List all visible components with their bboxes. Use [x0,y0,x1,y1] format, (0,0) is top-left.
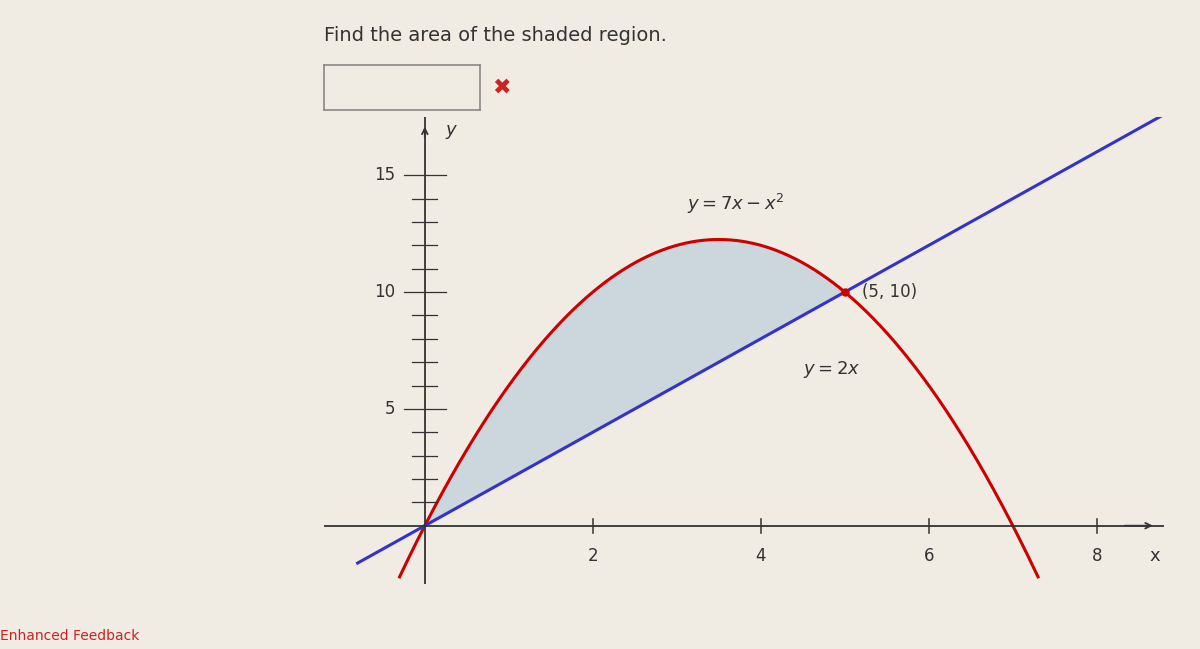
Text: $y=2x$: $y=2x$ [803,359,860,380]
Text: Find the area of the shaded region.: Find the area of the shaded region. [324,26,667,45]
Text: 4: 4 [756,546,766,565]
Text: y: y [446,121,456,140]
Text: $y=7x-x^2$: $y=7x-x^2$ [686,192,785,216]
Text: 15: 15 [374,166,396,184]
Text: 6: 6 [924,546,934,565]
Text: 10: 10 [374,283,396,301]
Text: 8: 8 [1092,546,1102,565]
Text: (5, 10): (5, 10) [862,283,917,301]
Text: ✖: ✖ [492,78,511,97]
Text: x: x [1150,546,1159,565]
Text: 5: 5 [385,400,396,418]
Text: Enhanced Feedback: Enhanced Feedback [0,628,139,643]
Text: 2: 2 [588,546,598,565]
